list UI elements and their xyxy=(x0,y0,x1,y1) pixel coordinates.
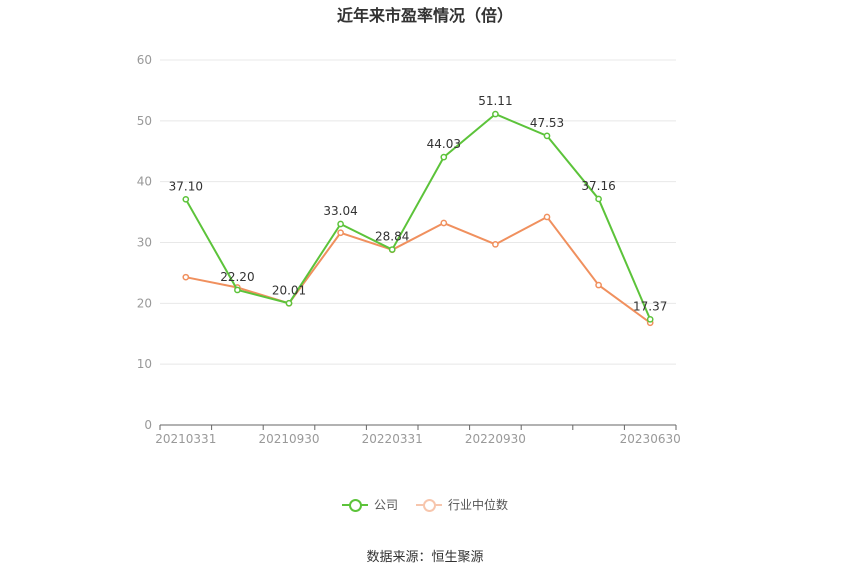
x-tick-label: 20210331 xyxy=(155,432,216,446)
company-point xyxy=(182,195,190,203)
company-point xyxy=(440,153,448,161)
chart-title: 近年来市盈率情况（倍） xyxy=(336,6,513,25)
company-point xyxy=(595,195,602,203)
legend-swatch-industry-icon xyxy=(416,498,442,512)
industry-median-line xyxy=(185,215,651,324)
x-tick-label: 20230630 xyxy=(620,432,681,446)
industry-median-point xyxy=(337,229,344,237)
company-point xyxy=(388,246,396,253)
industry-median-point xyxy=(595,281,602,289)
x-tick-label: 20220331 xyxy=(362,432,423,446)
legend-label-company: 公司 xyxy=(373,498,398,512)
legend-item-company[interactable]: 公司 xyxy=(341,496,398,513)
y-tick-label: 0 xyxy=(144,418,152,432)
data-label: 51.11 xyxy=(478,94,512,108)
legend-item-industry-median[interactable]: 行业中位数 xyxy=(416,496,508,513)
industry-median-point xyxy=(543,213,551,221)
legend-label-industry-median: 行业中位数 xyxy=(448,498,509,512)
data-labels: 37.10 22.20 20.01 33.04 28.84 44.03 51.11 47.53… xyxy=(169,94,668,313)
data-label: 28.84 xyxy=(375,230,409,244)
data-label: 37.16 xyxy=(581,179,615,193)
axes: 0 10 20 30 40 50 60 20210331 20210930 20220331 202… xyxy=(137,53,681,446)
data-label: 33.04 xyxy=(323,204,357,218)
y-tick-label: 50 xyxy=(137,114,152,128)
industry-median-point xyxy=(440,219,448,227)
y-tick-label: 60 xyxy=(137,53,152,67)
data-label: 44.03 xyxy=(427,137,461,151)
company-point xyxy=(285,299,293,307)
y-tick-label: 10 xyxy=(137,357,152,371)
y-tick-label: 30 xyxy=(137,236,152,250)
series-lines xyxy=(182,110,654,327)
company-point xyxy=(492,110,499,118)
grid-lines xyxy=(160,59,676,365)
data-label: 17.37 xyxy=(633,299,667,313)
legend: 公司 行业中位数 xyxy=(0,496,850,513)
company-point xyxy=(337,220,344,228)
industry-median-point xyxy=(492,240,499,248)
company-point xyxy=(234,286,241,294)
x-tick-label: 20220930 xyxy=(465,432,526,446)
data-label: 47.53 xyxy=(530,116,564,130)
y-tick-label: 40 xyxy=(137,175,152,189)
x-tick-label: 20210930 xyxy=(258,432,319,446)
company-line xyxy=(184,113,652,320)
industry-median-point xyxy=(182,273,190,281)
source-note: 数据来源：恒生聚源 xyxy=(366,550,484,565)
y-tick-label: 20 xyxy=(137,296,152,310)
company-point xyxy=(646,315,654,323)
data-label: 37.10 xyxy=(169,179,203,193)
legend-swatch-company-icon xyxy=(341,498,368,512)
data-label: 20.01 xyxy=(272,283,306,297)
data-label: 22.20 xyxy=(220,270,254,284)
company-point xyxy=(543,132,551,140)
